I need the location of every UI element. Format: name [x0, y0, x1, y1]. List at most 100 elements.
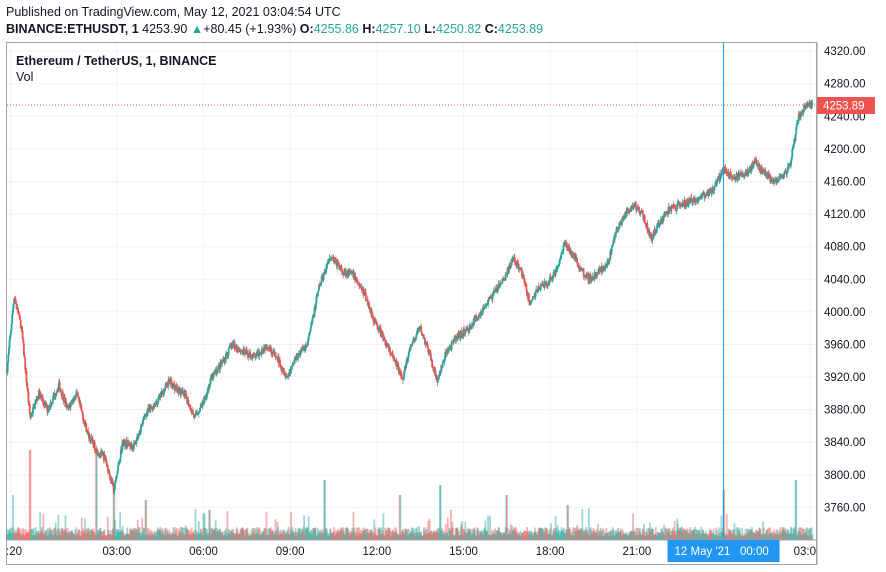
volume-bar: [473, 527, 476, 540]
volume-bar: [729, 531, 732, 540]
volume-bar: [775, 534, 777, 540]
volume-bar: [587, 508, 590, 540]
volume-bar: [125, 533, 128, 540]
volume-bar: [117, 529, 120, 540]
volume-bar: [588, 535, 591, 540]
volume-bar: [223, 535, 226, 540]
volume-bar: [126, 527, 129, 540]
candle-body: [434, 369, 437, 374]
volume-bar: [280, 533, 283, 540]
volume-bar: [20, 533, 23, 540]
volume-bar: [738, 527, 741, 540]
volume-bar: [9, 527, 12, 540]
volume-bar: [197, 521, 200, 540]
candle-body: [561, 251, 564, 253]
volume-bar: [466, 528, 469, 540]
volume-bar: [422, 535, 424, 540]
candle-body: [206, 391, 209, 397]
volume-bar: [358, 527, 361, 540]
volume-bar: [372, 531, 375, 540]
volume-bar: [684, 531, 687, 540]
volume-bar: [136, 529, 138, 540]
volume-bar: [420, 535, 423, 540]
volume-bar: [550, 523, 553, 540]
candle-body: [11, 309, 14, 315]
volume-bar: [724, 535, 727, 540]
volume-bar: [542, 528, 545, 540]
candle-body: [682, 202, 684, 204]
candle-body: [415, 334, 418, 337]
volume-bar: [82, 528, 84, 540]
volume-bar: [139, 532, 142, 540]
volume-bar: [197, 531, 200, 540]
volume-bar: [576, 525, 579, 540]
volume-bar: [474, 535, 477, 540]
price-axis[interactable]: 3760.003800.003840.003880.003920.003960.…: [816, 43, 866, 565]
candle-body: [803, 105, 805, 112]
candle-body: [118, 462, 121, 465]
volume-bar: [452, 535, 455, 540]
candle-body: [322, 274, 325, 280]
candle-body: [160, 390, 163, 395]
volume-bar: [157, 531, 160, 540]
volume-bar: [304, 528, 307, 540]
volume-bar: [718, 527, 721, 540]
candle-body: [279, 366, 282, 369]
time-axis[interactable]: :20 03:00 06:00 09:00 12:00 15:00 18:00 21:00 03…: [6, 539, 817, 558]
candle-body: [372, 315, 374, 320]
volume-bar: [794, 480, 797, 540]
candle-body: [426, 342, 428, 345]
volume-bar: [230, 531, 233, 540]
volume-bar: [51, 529, 54, 540]
candle-body: [317, 290, 320, 293]
volume-bar: [49, 527, 51, 540]
volume-bar: [439, 485, 441, 540]
y-tick-label: 3800.00: [824, 470, 866, 482]
volume-bar: [203, 513, 206, 540]
volume-bar: [377, 528, 380, 540]
volume-bar: [199, 529, 202, 540]
volume-bar: [134, 528, 136, 540]
volume-bar: [362, 531, 365, 540]
volume-bar: [156, 527, 159, 540]
volume-bar: [57, 515, 60, 540]
candle-body: [379, 327, 382, 329]
volume-bar: [458, 534, 461, 540]
candle-body: [555, 269, 558, 271]
candle-body: [130, 442, 133, 446]
volume-bar: [721, 531, 723, 540]
volume-bar: [158, 528, 161, 540]
candle-body: [47, 409, 50, 411]
candle-body: [85, 423, 88, 432]
candle-body: [327, 261, 330, 263]
volume-bar: [238, 533, 240, 540]
volume-bar: [55, 530, 58, 540]
volume-bar: [62, 530, 64, 540]
volume-bar: [328, 535, 331, 540]
volume-bar: [769, 527, 772, 540]
candle-body: [189, 404, 192, 411]
candle-body: [251, 355, 253, 358]
candle-body: [253, 354, 256, 356]
candle-body: [411, 344, 413, 346]
candle-body: [15, 301, 18, 305]
candle-body: [380, 332, 383, 337]
volume-bar: [45, 529, 48, 540]
volume-bar: [571, 530, 574, 540]
volume-bar: [69, 530, 72, 540]
candle-body: [795, 126, 798, 135]
volume-bar: [496, 530, 499, 540]
candle-body: [493, 290, 495, 294]
candle-body: [540, 285, 543, 287]
volume-bar: [236, 531, 239, 540]
candle-body: [221, 361, 224, 364]
volume-bar: [424, 527, 427, 540]
volume-bar: [758, 527, 761, 540]
candle-body: [650, 233, 653, 240]
candle-body: [249, 357, 252, 359]
volume-bar: [634, 531, 636, 540]
volume-bar: [425, 533, 428, 540]
volume-bar: [622, 534, 625, 540]
volume-bar: [554, 516, 557, 540]
